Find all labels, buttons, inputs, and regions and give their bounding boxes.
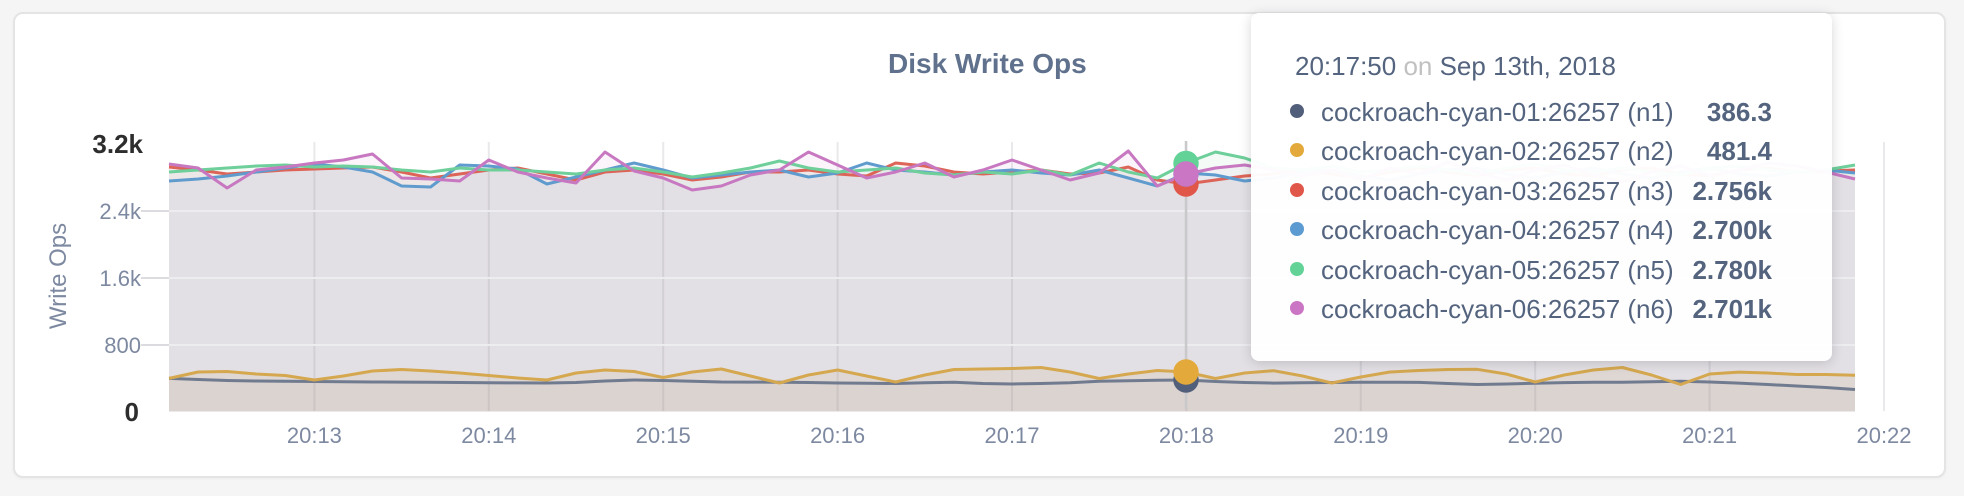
svg-text:1.6k: 1.6k [99, 266, 142, 291]
svg-text:Write Ops: Write Ops [45, 223, 72, 329]
svg-text:20:17: 20:17 [984, 423, 1039, 448]
svg-text:20:14: 20:14 [461, 423, 516, 448]
svg-text:20:16: 20:16 [810, 423, 865, 448]
svg-text:20:20: 20:20 [1508, 423, 1563, 448]
svg-text:3.2k: 3.2k [92, 129, 143, 159]
svg-text:20:21: 20:21 [1682, 423, 1737, 448]
svg-text:20:13: 20:13 [287, 423, 342, 448]
svg-text:20:19: 20:19 [1333, 423, 1388, 448]
svg-text:2.4k: 2.4k [99, 199, 142, 224]
svg-text:20:18: 20:18 [1159, 423, 1214, 448]
svg-text:20:15: 20:15 [636, 423, 691, 448]
svg-text:0: 0 [125, 397, 139, 427]
svg-text:20:22: 20:22 [1856, 423, 1911, 448]
svg-text:800: 800 [104, 333, 141, 358]
